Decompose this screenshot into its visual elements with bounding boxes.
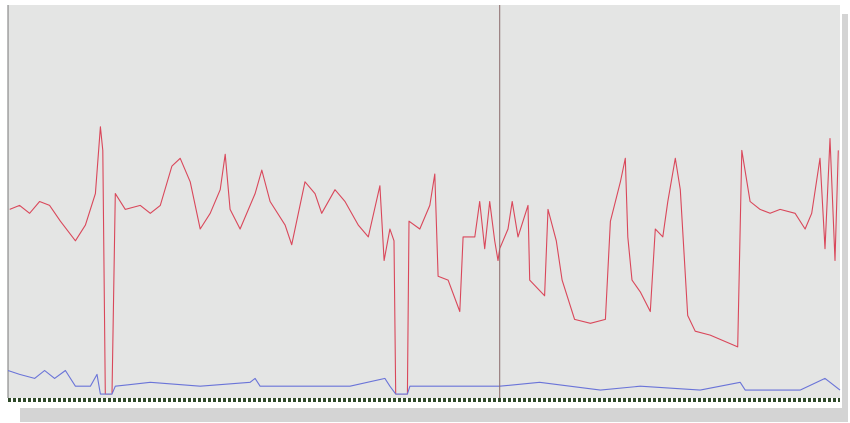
plot-area: [8, 5, 840, 398]
chart: [0, 0, 850, 423]
page: {"chart_data": {"type": "line", "xlim": …: [0, 0, 850, 423]
